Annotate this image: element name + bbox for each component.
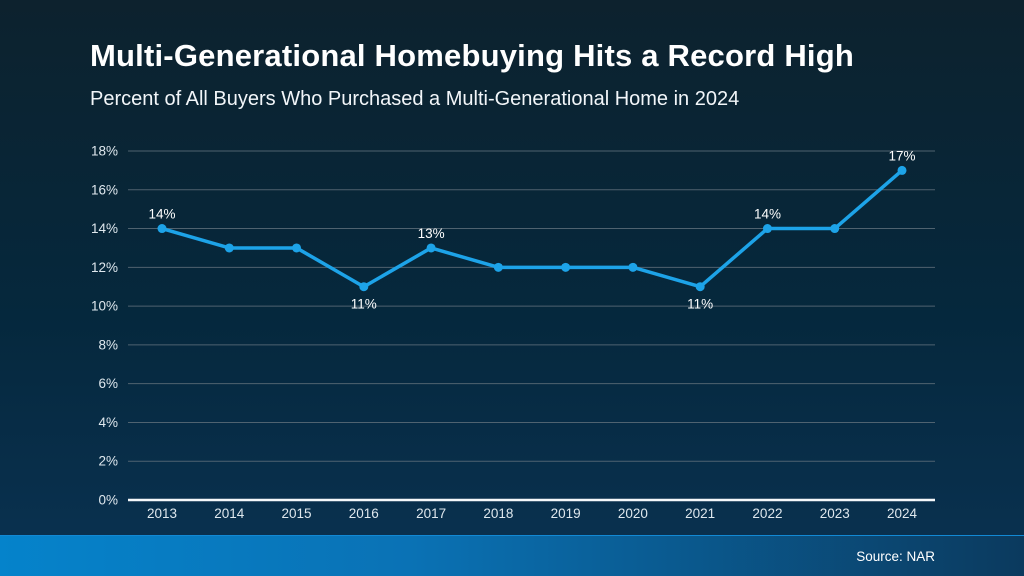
y-tick-label: 8% [98,337,118,352]
data-point [224,243,234,253]
data-point [426,243,436,253]
x-tick-label: 2016 [349,506,379,521]
data-point [695,282,705,292]
footer-bar: Source: NAR [0,535,1024,576]
x-tick-label: 2014 [214,506,245,521]
page-subtitle: Percent of All Buyers Who Purchased a Mu… [90,88,740,110]
data-point [157,224,167,234]
y-tick-label: 16% [91,182,118,197]
data-line [160,168,904,289]
x-tick-label: 2021 [685,506,715,521]
y-tick-label: 2% [98,454,118,469]
data-point [493,262,503,272]
x-tick-label: 2019 [551,506,581,521]
y-tick-label: 0% [98,493,118,508]
data-label: 17% [888,148,915,163]
x-tick-label: 2015 [282,506,312,521]
x-tick-label: 2018 [483,506,513,521]
y-tick-label: 4% [98,415,118,430]
line-chart-svg: 0% 2% 4% 6% 8% 10% 12% 14% 16% 18% 2013 2014 2015 201… [91,144,935,521]
y-tick-label: 6% [98,376,118,391]
data-point [561,262,571,272]
data-point [830,224,840,234]
y-tick-label: 18% [91,144,118,159]
x-tick-label: 2020 [618,506,648,521]
page-title: Multi-Generational Homebuying Hits a Rec… [90,38,854,73]
data-point [292,243,302,253]
x-tick-label: 2023 [820,506,850,521]
data-label: 14% [148,207,175,222]
x-tick-label: 2017 [416,506,446,521]
data-point [359,282,369,292]
x-tick-label: 2024 [887,506,918,521]
x-tick-label: 2022 [752,506,782,521]
line-chart: 0% 2% 4% 6% 8% 10% 12% 14% 16% 18% 2013 2014 2015 201… [85,138,965,530]
x-tick-label: 2013 [147,506,177,521]
y-tick-label: 12% [91,260,118,275]
data-point [628,262,638,272]
y-tick-label: 14% [91,221,118,236]
data-point [762,224,772,234]
y-tick-label: 10% [91,299,118,314]
data-point [897,165,907,175]
data-label: 14% [754,207,781,222]
data-label: 11% [687,297,713,312]
data-label: 11% [351,297,377,312]
source-label: Source: NAR [856,548,935,564]
data-label: 13% [418,226,445,241]
